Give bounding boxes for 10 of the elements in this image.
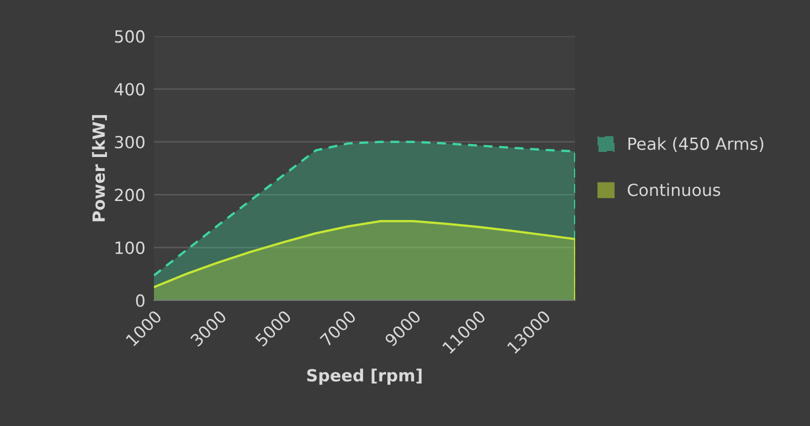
- x-axis-title: Speed [rpm]: [307, 368, 422, 385]
- y-tick-label: 300: [115, 136, 144, 148]
- y-tick-label: 400: [114, 82, 144, 96]
- y-tick-label: 0: [136, 294, 144, 307]
- y-tick-label: 500: [115, 30, 144, 43]
- y-tick-label: 100: [116, 241, 144, 254]
- legend-label: Peak (450 Arms): [628, 137, 764, 152]
- legend-label: Continuous: [628, 183, 720, 196]
- y-axis-title: Power [kW]: [92, 115, 107, 222]
- y-tick-label: 200: [114, 188, 144, 202]
